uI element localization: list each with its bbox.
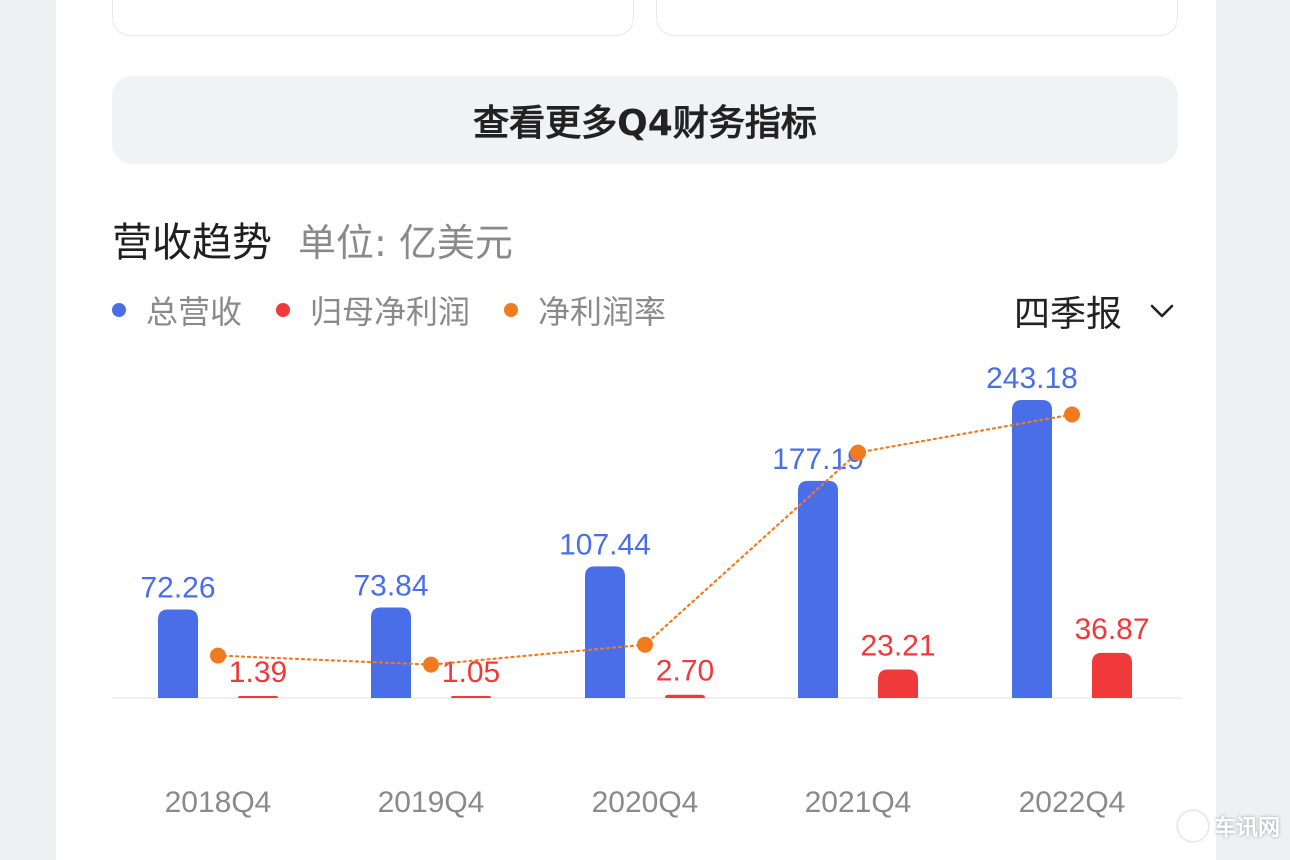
net-margin-point	[423, 656, 439, 673]
x-tick-label: 2020Q4	[592, 786, 699, 819]
revenue-value-label: 107.44	[559, 528, 651, 561]
section-title: 营收趋势	[112, 220, 272, 266]
revenue-value-label: 73.84	[353, 570, 428, 603]
net-profit-value-label: 23.21	[860, 630, 935, 663]
net-profit-value-label: 1.39	[229, 656, 287, 689]
net-profit-value-label: 2.70	[656, 655, 714, 688]
net-margin-point	[850, 444, 866, 461]
revenue-value-label: 243.18	[986, 362, 1078, 395]
legend-dot-icon	[112, 303, 126, 317]
x-tick-label: 2019Q4	[378, 786, 485, 819]
legend-dot-icon	[276, 303, 291, 317]
legend-label: 总营收	[146, 293, 243, 331]
legend-label: 归母净利润	[310, 293, 471, 331]
revenue-value-label: 72.26	[140, 571, 215, 604]
period-selector-label: 四季报	[1013, 294, 1122, 335]
net-profit-bar	[238, 696, 278, 698]
net-margin-point	[210, 647, 226, 664]
x-tick-label: 2022Q4	[1019, 786, 1126, 819]
metric-card-right[interactable]	[656, 0, 1178, 36]
legend-item-net-margin[interactable]: 净利润率	[504, 287, 666, 333]
revenue-bar	[798, 480, 838, 698]
revenue-bar	[158, 609, 198, 698]
section-header: 营收趋势 单位: 亿美元	[112, 210, 513, 270]
chart-legend: 总营收 归母净利润 净利润率	[112, 288, 700, 332]
net-profit-bar	[665, 694, 705, 698]
watermark: 车讯网	[1177, 810, 1280, 842]
revenue-bar	[371, 607, 411, 698]
metric-card-left[interactable]	[112, 0, 634, 36]
net-profit-value-label: 36.87	[1074, 613, 1149, 646]
legend-dot-icon	[504, 303, 519, 317]
x-tick-label: 2018Q4	[165, 786, 272, 819]
net-profit-bar	[1092, 652, 1132, 698]
revenue-bar	[1012, 400, 1052, 698]
revenue-value-label: 177.19	[772, 443, 864, 476]
net-profit-bar	[451, 696, 491, 698]
watermark-logo-icon	[1177, 811, 1208, 841]
legend-item-net-profit[interactable]: 归母净利润	[276, 287, 470, 333]
legend-item-revenue[interactable]: 总营收	[112, 287, 242, 333]
x-tick-label: 2021Q4	[805, 786, 912, 819]
net-margin-point	[637, 636, 653, 653]
revenue-bar	[585, 566, 625, 698]
chevron-down-icon	[1150, 304, 1174, 318]
section-unit: 单位: 亿美元	[298, 221, 513, 265]
more-q4-metrics-button[interactable]: 查看更多Q4财务指标	[112, 76, 1178, 164]
watermark-text: 车讯网	[1213, 816, 1280, 841]
net-margin-point	[1064, 406, 1080, 423]
period-selector[interactable]: 四季报	[1014, 286, 1176, 336]
net-profit-bar	[878, 669, 918, 698]
legend-label: 净利润率	[538, 293, 667, 331]
